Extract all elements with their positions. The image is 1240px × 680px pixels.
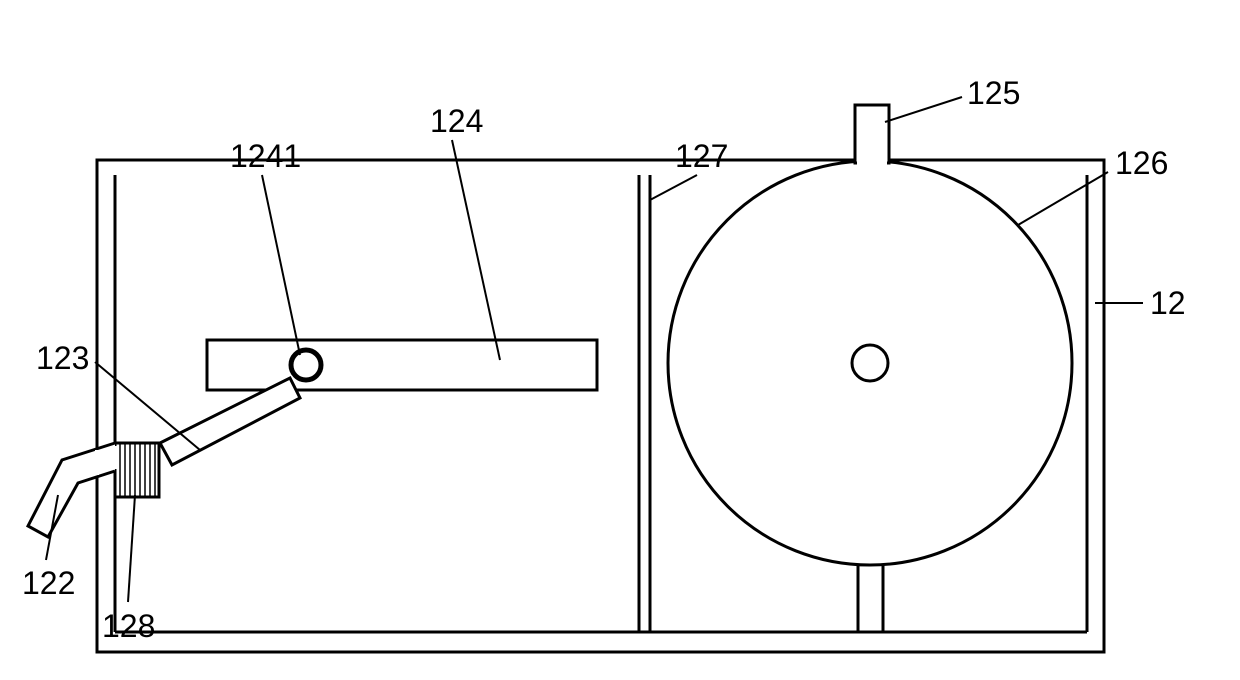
label-126: 126 <box>1115 145 1168 182</box>
top-nozzle <box>855 105 889 163</box>
center-hole <box>852 345 888 381</box>
label-125: 125 <box>967 75 1020 112</box>
label-12: 12 <box>1150 285 1186 322</box>
hatched-block-bg <box>115 443 159 497</box>
spout-outlet <box>28 443 115 537</box>
label-123: 123 <box>36 340 89 377</box>
horizontal-bar <box>207 340 597 390</box>
label-128: 128 <box>102 608 155 645</box>
pivot-circle <box>291 350 321 380</box>
label-124: 124 <box>430 103 483 140</box>
technical-diagram: 125 124 1241 127 126 123 12 122 128 <box>0 0 1240 680</box>
diagram-svg <box>0 0 1240 680</box>
label-127: 127 <box>675 138 728 175</box>
label-1241: 1241 <box>230 138 301 175</box>
label-122: 122 <box>22 565 75 602</box>
